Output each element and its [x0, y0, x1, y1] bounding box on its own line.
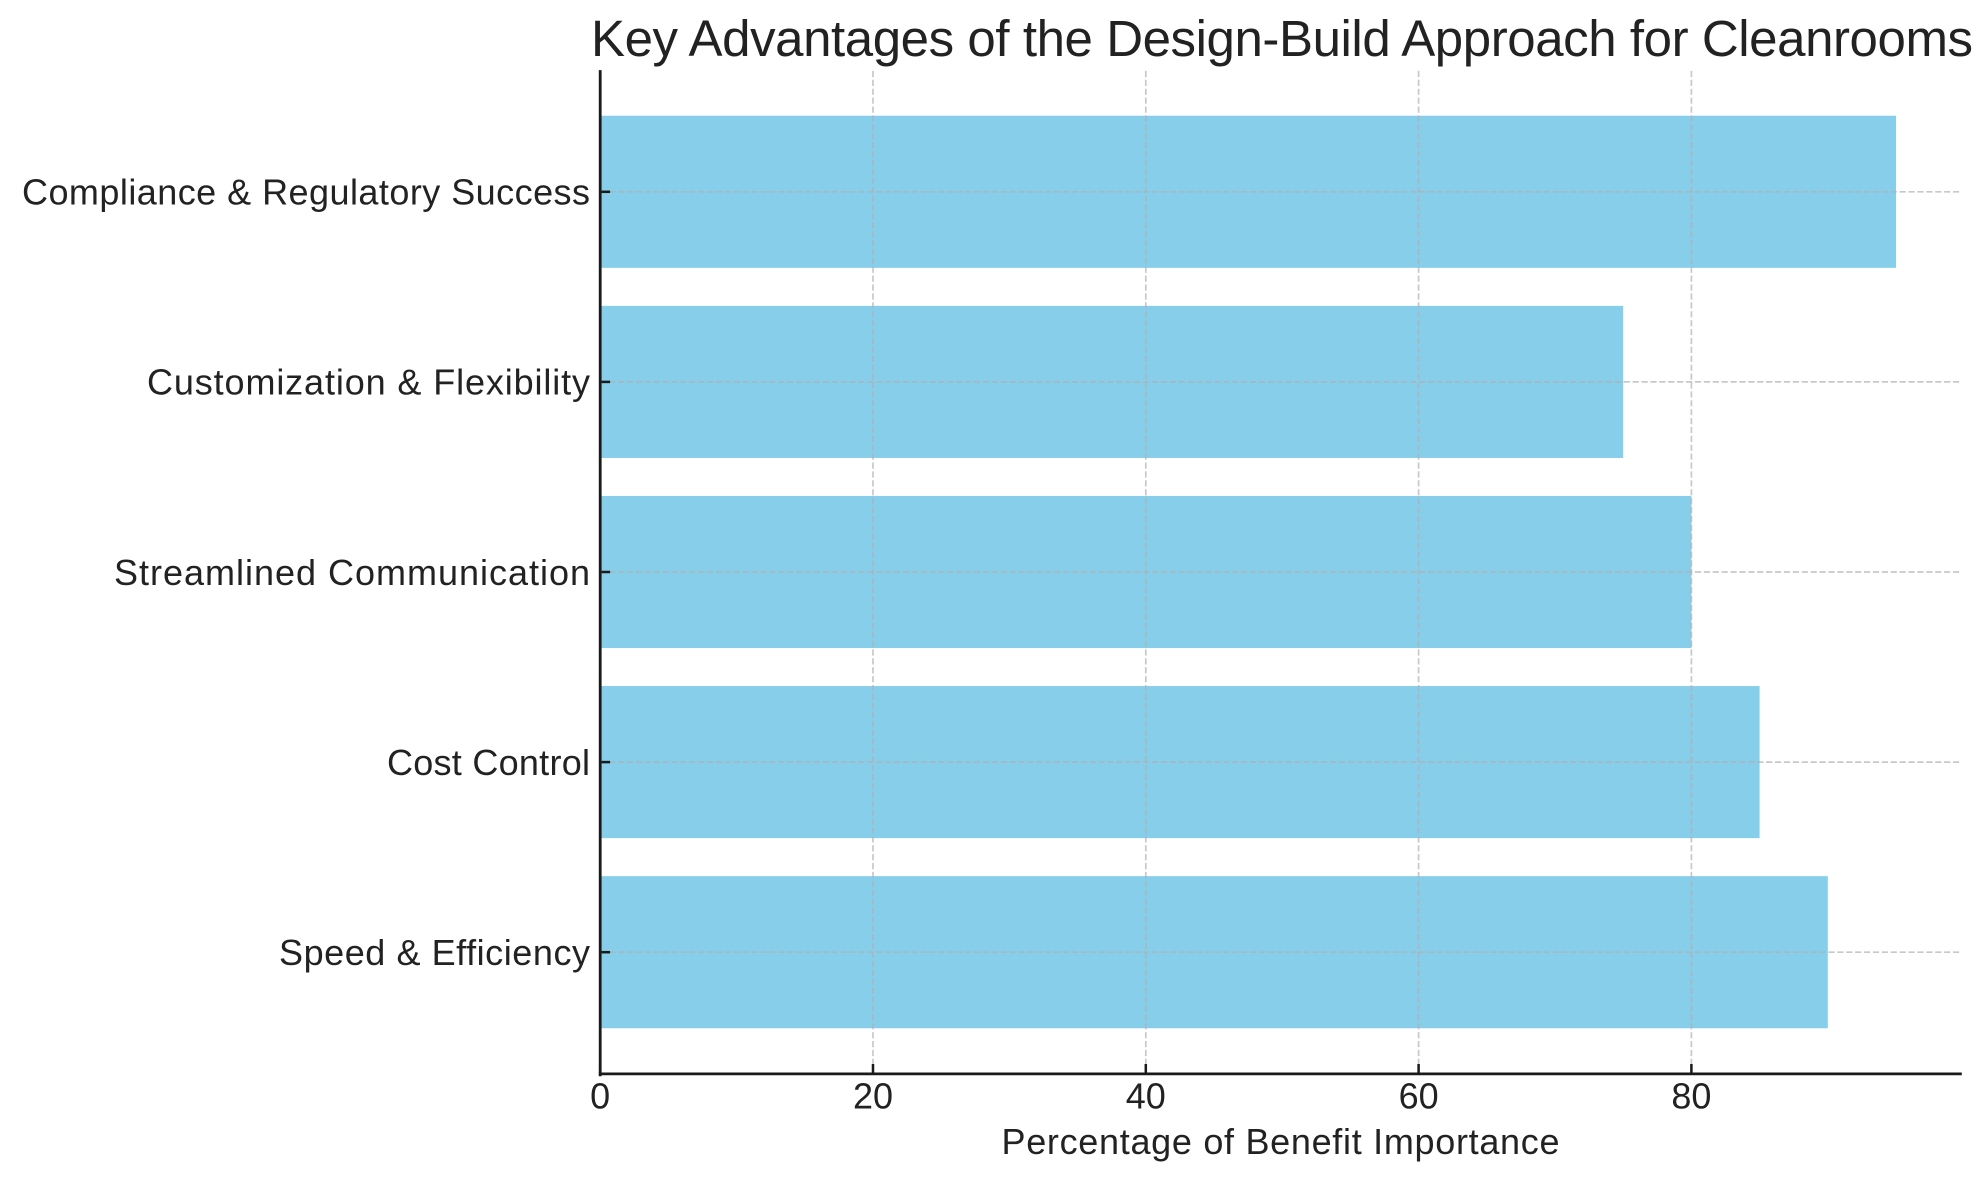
svg-text:40: 40: [1126, 1076, 1166, 1117]
svg-text:Compliance & Regulatory Succes: Compliance & Regulatory Success: [22, 172, 590, 213]
svg-text:Cost Control: Cost Control: [387, 742, 590, 783]
svg-text:Streamlined Communication: Streamlined Communication: [114, 552, 590, 593]
svg-text:60: 60: [1399, 1076, 1439, 1117]
svg-text:80: 80: [1671, 1076, 1711, 1117]
svg-text:Speed & Efficiency: Speed & Efficiency: [279, 932, 590, 973]
svg-text:Percentage of Benefit Importan: Percentage of Benefit Importance: [1002, 1121, 1560, 1162]
svg-text:Customization & Flexibility: Customization & Flexibility: [147, 362, 590, 403]
svg-text:0: 0: [590, 1076, 610, 1117]
svg-text:Key Advantages of the Design-B: Key Advantages of the Design-Build Appro…: [591, 10, 1973, 67]
svg-text:20: 20: [853, 1076, 893, 1117]
